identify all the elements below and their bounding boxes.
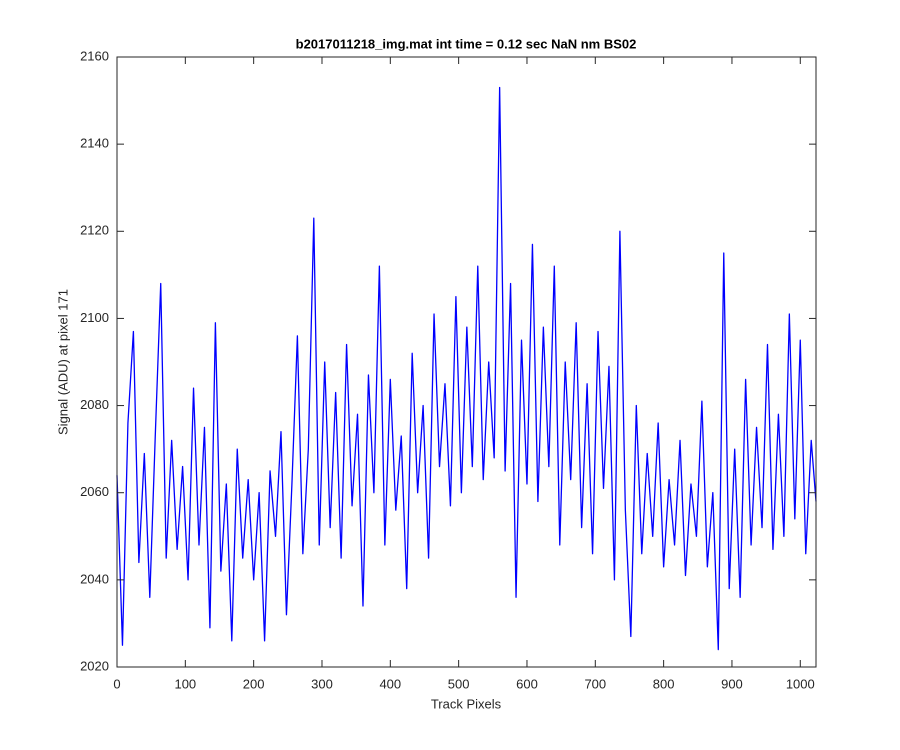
y-tick-label: 2080 xyxy=(80,397,109,412)
x-axis-label: Track Pixels xyxy=(431,696,502,711)
x-tick-label: 1000 xyxy=(786,676,815,691)
y-tick-label: 2160 xyxy=(80,48,109,63)
x-tick-label: 200 xyxy=(243,676,265,691)
x-tick-label: 400 xyxy=(379,676,401,691)
y-tick-label: 2060 xyxy=(80,484,109,499)
x-tick-label: 100 xyxy=(174,676,196,691)
y-tick-label: 2020 xyxy=(80,658,109,673)
x-tick-label: 300 xyxy=(311,676,333,691)
x-tick-label: 800 xyxy=(653,676,675,691)
y-tick-label: 2100 xyxy=(80,310,109,325)
x-tick-label: 0 xyxy=(113,676,120,691)
plot-frame xyxy=(116,56,817,668)
x-tick-label: 700 xyxy=(584,676,606,691)
y-tick-label: 2040 xyxy=(80,571,109,586)
x-tick-label: 900 xyxy=(721,676,743,691)
y-axis-label: Signal (ADU) at pixel 171 xyxy=(55,289,70,435)
chart-title: b2017011218_img.mat int time = 0.12 sec … xyxy=(296,36,637,51)
x-tick-label: 500 xyxy=(448,676,470,691)
y-tick-label: 2120 xyxy=(80,223,109,238)
y-tick-label: 2140 xyxy=(80,136,109,151)
data-line xyxy=(116,86,817,651)
x-tick-label: 600 xyxy=(516,676,538,691)
